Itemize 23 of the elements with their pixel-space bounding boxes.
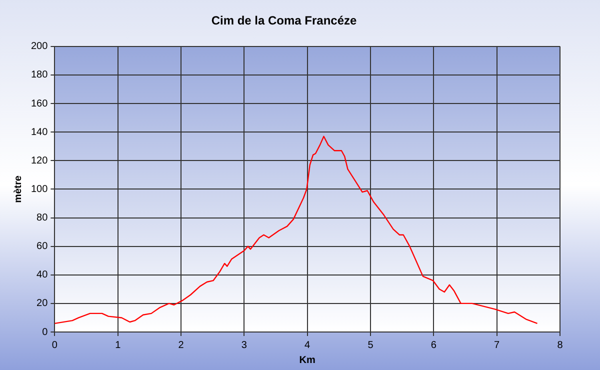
x-tick-label: 6 [430,340,437,351]
y-tick-label: 160 [30,98,48,110]
x-axis-title: Km [299,354,316,366]
x-tick-label: 8 [557,340,564,351]
y-tick-label: 140 [30,126,48,138]
chart-title: Cim de la Coma Francéze [211,14,358,28]
y-tick-label: 200 [30,41,48,52]
x-tick-label: 3 [241,340,248,351]
x-tick-label: 7 [494,340,500,351]
y-tick-label: 40 [36,270,48,281]
x-tick-label: 0 [52,340,58,351]
y-tick-label: 80 [36,212,48,224]
x-tick-label: 2 [178,340,184,351]
y-tick-label: 180 [30,70,48,81]
y-tick-label: 60 [36,241,48,252]
x-tick-label: 5 [368,340,374,351]
y-tick-label: 0 [42,326,48,338]
y-tick-label: 20 [36,298,48,310]
y-tick-label: 100 [30,184,48,195]
x-tick-label: 1 [115,340,122,351]
y-axis-title: mètre [12,175,24,203]
x-tick-label: 4 [304,340,311,351]
y-tick-label: 120 [30,155,48,166]
